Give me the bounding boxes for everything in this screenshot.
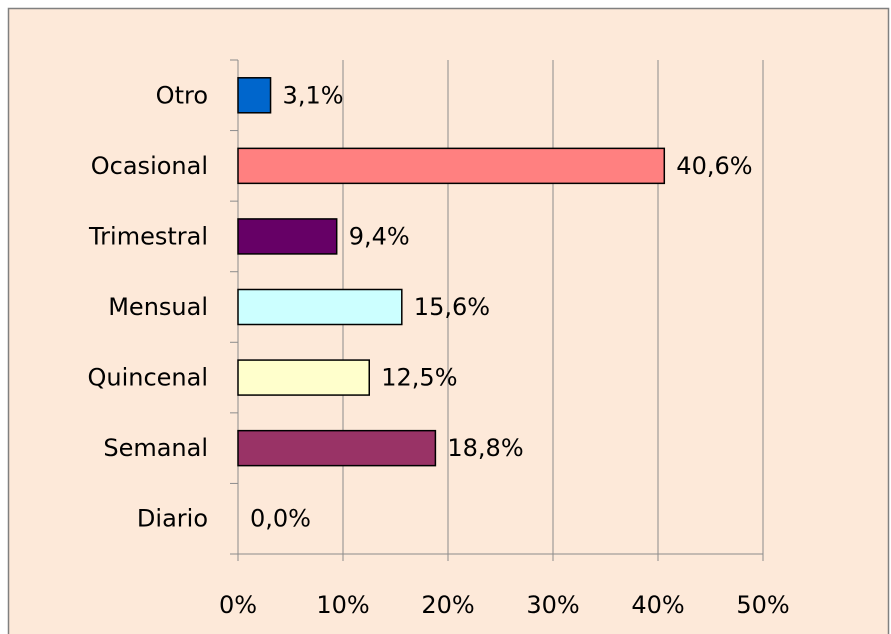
x-tick-label: 20% [421, 591, 474, 619]
bar [237, 218, 338, 255]
bar [237, 359, 370, 396]
value-label: 12,5% [381, 364, 457, 392]
x-tick-label: 0% [219, 591, 257, 619]
value-label: 0,0% [250, 505, 311, 533]
y-tick-label: Trimestral [88, 222, 208, 250]
bar [237, 288, 403, 326]
bar [237, 429, 437, 467]
value-label: 18,8% [447, 434, 523, 462]
y-tick-label: Diario [137, 505, 208, 533]
value-label: 40,6% [676, 152, 752, 180]
bar [237, 77, 272, 114]
y-tick-label: Semanal [103, 434, 208, 462]
y-tick-label: Quincenal [87, 364, 208, 392]
y-tick-label: Otro [156, 81, 208, 109]
x-tick-label: 40% [631, 591, 684, 619]
x-tick-label: 50% [736, 591, 789, 619]
y-tick-label: Mensual [108, 293, 208, 321]
y-tick-label: Ocasional [91, 152, 208, 180]
value-label: 3,1% [283, 81, 344, 109]
x-tick-label: 30% [526, 591, 579, 619]
bar [237, 147, 666, 185]
value-label: 9,4% [349, 222, 410, 250]
x-tick-label: 10% [316, 591, 369, 619]
value-label: 15,6% [414, 293, 490, 321]
